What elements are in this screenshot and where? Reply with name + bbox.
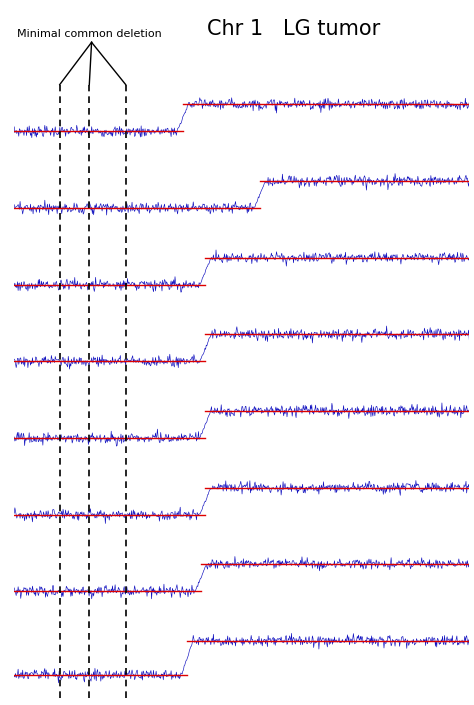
Text: Minimal common deletion: Minimal common deletion	[17, 29, 161, 39]
Text: Chr 1   LG tumor: Chr 1 LG tumor	[207, 19, 381, 39]
